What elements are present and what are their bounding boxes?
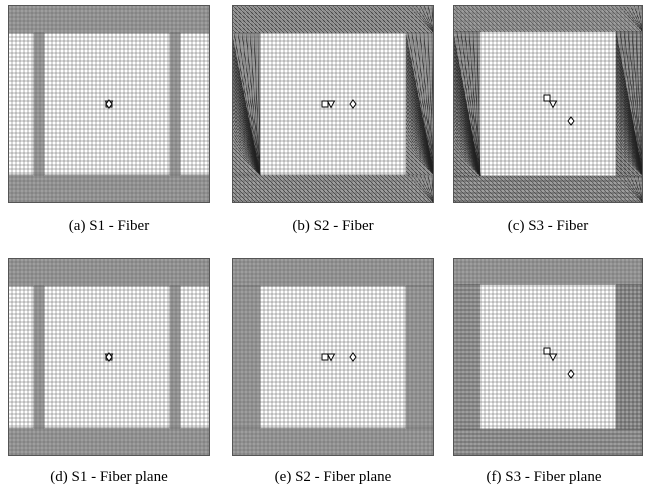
marker-square-icon [321, 100, 329, 108]
marker-square-icon [543, 94, 551, 102]
marker-diamond-icon [105, 99, 113, 109]
panel-e [232, 258, 434, 456]
caption-d: (d) S1 - Fiber plane [50, 469, 168, 485]
refined-region [615, 284, 643, 430]
refined-region [232, 5, 434, 34]
refined-region [232, 258, 434, 287]
refined-region [453, 284, 480, 430]
refined-region [232, 32, 261, 176]
marker-diamond-icon [567, 369, 575, 379]
mesh-plot-b [232, 5, 434, 203]
mesh-plot-f [453, 258, 643, 456]
marker-triangle-down-icon [326, 353, 336, 362]
refined-region [8, 258, 210, 287]
mesh-plot-e [232, 258, 434, 456]
refined-region [169, 32, 181, 176]
refined-region [453, 31, 481, 177]
mesh-plot-d [8, 258, 210, 456]
mesh-plot-c [453, 5, 643, 203]
refined-region [8, 427, 210, 456]
marker-diamond-icon [349, 352, 357, 362]
caption-f: (f) S3 - Fiber plane [486, 469, 602, 485]
refined-region [169, 285, 181, 429]
caption-b: (b) S2 - Fiber [292, 218, 374, 234]
refined-region [232, 174, 434, 203]
panel-c [453, 5, 643, 203]
mesh-grid [453, 258, 643, 456]
caption-e: (e) S2 - Fiber plane [274, 469, 392, 485]
refined-region [405, 285, 434, 429]
refined-region [232, 427, 434, 456]
marker-square-icon [543, 347, 551, 355]
marker-triangle-down-icon [326, 100, 336, 109]
marker-diamond-icon [349, 99, 357, 109]
marker-triangle-down-icon [548, 100, 558, 109]
mesh-plot-a [8, 5, 210, 203]
marker-square-icon [321, 353, 329, 361]
caption-a: (a) S1 - Fiber [68, 218, 150, 234]
refined-region [615, 31, 643, 177]
mesh-grid [453, 5, 643, 203]
refined-region [232, 285, 261, 429]
refined-region [405, 32, 434, 176]
panel-a [8, 5, 210, 203]
refined-region [33, 285, 45, 429]
refined-region [8, 174, 210, 203]
panel-b [232, 5, 434, 203]
panel-d [8, 258, 210, 456]
marker-diamond-icon [105, 352, 113, 362]
marker-diamond-icon [567, 116, 575, 126]
refined-region [453, 175, 643, 203]
panel-f [453, 258, 643, 456]
caption-c: (c) S3 - Fiber [507, 218, 589, 234]
refined-region [33, 32, 45, 176]
mesh-grid [8, 5, 210, 203]
refined-region [8, 5, 210, 34]
refined-region [453, 428, 643, 456]
marker-triangle-down-icon [548, 353, 558, 362]
refined-region [453, 258, 643, 285]
refined-region [453, 5, 643, 33]
